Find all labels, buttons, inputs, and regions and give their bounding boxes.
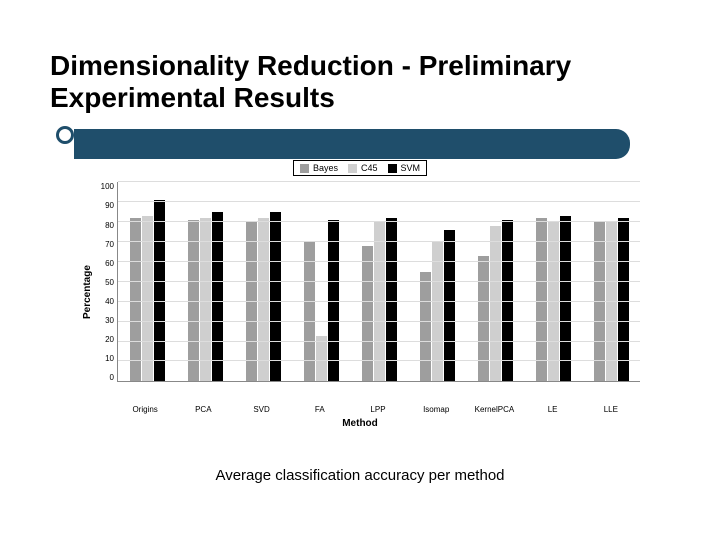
bar xyxy=(548,222,559,381)
gridline xyxy=(118,201,640,202)
bar xyxy=(594,222,605,381)
gridline xyxy=(118,341,640,342)
legend-item: SVM xyxy=(388,163,421,173)
y-tick: 50 xyxy=(95,278,114,287)
bar xyxy=(212,212,223,381)
bar xyxy=(478,256,489,381)
x-tick: LPP xyxy=(358,405,398,414)
bar xyxy=(606,222,617,381)
y-tick: 80 xyxy=(95,221,114,230)
x-tick: Isomap xyxy=(416,405,456,414)
bar-group xyxy=(594,182,629,381)
y-tick: 0 xyxy=(95,373,114,382)
bar-group xyxy=(536,182,571,381)
bar-groups xyxy=(118,182,640,381)
legend-label: Bayes xyxy=(313,163,338,173)
y-tick: 40 xyxy=(95,297,114,306)
bar xyxy=(490,226,501,381)
bar-group xyxy=(362,182,397,381)
bar-group xyxy=(130,182,165,381)
slide: Dimensionality Reduction - Preliminary E… xyxy=(0,0,720,540)
y-tick: 100 xyxy=(95,182,114,191)
gridline xyxy=(118,261,640,262)
bullet-icon xyxy=(56,126,74,144)
chart-plot xyxy=(117,182,640,382)
y-axis-label: Percentage xyxy=(80,182,95,402)
bar xyxy=(420,272,431,381)
bar-group xyxy=(188,182,223,381)
x-tick: LLE xyxy=(591,405,631,414)
y-tick: 90 xyxy=(95,201,114,210)
y-tick: 30 xyxy=(95,316,114,325)
gridline xyxy=(118,221,640,222)
chart-area: Percentage 1009080706050403020100 xyxy=(80,182,640,402)
page-title: Dimensionality Reduction - Preliminary E… xyxy=(50,50,670,114)
legend-label: SVM xyxy=(401,163,421,173)
gridline xyxy=(118,301,640,302)
underline-bar xyxy=(74,129,630,159)
gridline xyxy=(118,321,640,322)
x-tick: KernelPCA xyxy=(474,405,514,414)
bar xyxy=(270,212,281,381)
gridline xyxy=(118,181,640,182)
bar xyxy=(386,218,397,381)
x-tick: FA xyxy=(300,405,340,414)
bar-group xyxy=(478,182,513,381)
legend-swatch xyxy=(300,164,309,173)
y-tick: 20 xyxy=(95,335,114,344)
legend-swatch xyxy=(388,164,397,173)
bar xyxy=(130,218,141,381)
legend-swatch xyxy=(348,164,357,173)
bar-group xyxy=(420,182,455,381)
bar-group xyxy=(246,182,281,381)
x-tick: LE xyxy=(533,405,573,414)
gridline xyxy=(118,360,640,361)
x-tick: PCA xyxy=(183,405,223,414)
title-underline xyxy=(50,120,670,150)
legend-item: Bayes xyxy=(300,163,338,173)
y-tick: 70 xyxy=(95,240,114,249)
x-tick: Origins xyxy=(125,405,165,414)
x-tick: SVD xyxy=(242,405,282,414)
x-axis-ticks: Origins PCA SVD FA LPP Isomap KernelPCA LE LLE xyxy=(116,405,640,414)
bar xyxy=(154,200,165,381)
legend-item: C45 xyxy=(348,163,378,173)
gridline xyxy=(118,281,640,282)
bar xyxy=(200,218,211,381)
y-tick: 10 xyxy=(95,354,114,363)
x-axis-label: Method xyxy=(80,418,640,429)
y-axis-ticks: 1009080706050403020100 xyxy=(95,182,117,382)
bar xyxy=(444,230,455,381)
bar xyxy=(246,222,257,381)
title-block: Dimensionality Reduction - Preliminary E… xyxy=(50,50,670,150)
bar xyxy=(316,336,327,382)
accuracy-chart: BayesC45SVM Percentage 10090807060504030… xyxy=(80,160,640,429)
bar xyxy=(374,222,385,381)
y-tick: 60 xyxy=(95,259,114,268)
chart-caption: Average classification accuracy per meth… xyxy=(50,467,670,484)
bar-group xyxy=(304,182,339,381)
chart-legend: Bayes C45 SVM xyxy=(293,160,427,176)
bar xyxy=(258,218,269,381)
bar xyxy=(618,218,629,381)
bar xyxy=(536,218,547,381)
gridline xyxy=(118,241,640,242)
legend-label: C45 xyxy=(361,163,378,173)
